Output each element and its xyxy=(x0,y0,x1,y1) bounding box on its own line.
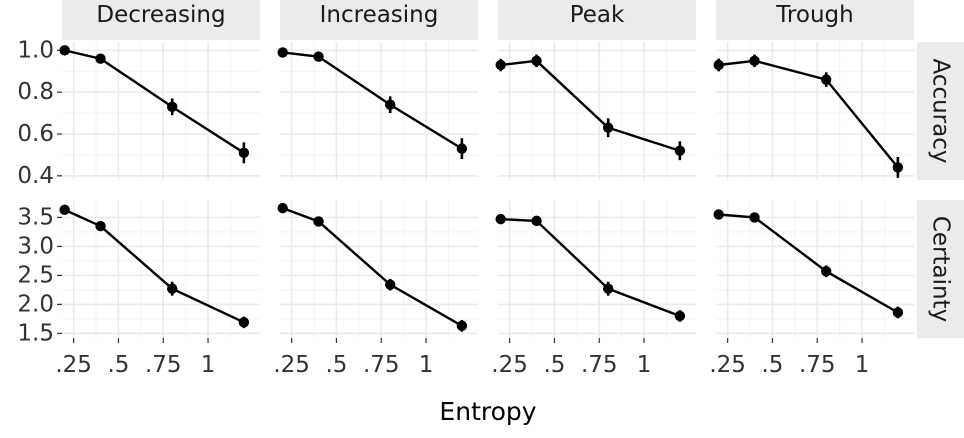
column-strip-bg xyxy=(716,0,914,40)
data-point xyxy=(713,209,724,220)
column-strip: Peak xyxy=(498,0,696,40)
y-tick-label: 1.0 xyxy=(17,37,54,63)
data-point xyxy=(95,53,106,64)
x-tick-label: 1 xyxy=(419,352,434,378)
x-tick-label: .25 xyxy=(709,352,746,378)
column-strip: Increasing xyxy=(280,0,478,40)
data-point xyxy=(749,55,760,67)
column-strip-bg xyxy=(498,0,696,40)
x-tick-label: 1 xyxy=(201,352,216,378)
data-point xyxy=(238,147,250,159)
x-tick-label: .5 xyxy=(325,352,347,378)
data-point xyxy=(749,212,760,223)
series-line xyxy=(718,59,899,169)
row-strip-bg xyxy=(917,200,964,338)
series-line xyxy=(500,217,681,318)
y-tick-label: 2.5 xyxy=(17,262,54,288)
panel xyxy=(277,200,478,338)
column-strip-label: Trough xyxy=(775,2,853,28)
data-point xyxy=(277,202,288,214)
data-point xyxy=(277,47,288,58)
data-point xyxy=(166,101,178,113)
data-point xyxy=(602,283,614,294)
panel xyxy=(277,42,478,180)
row-strip-label: Accuracy xyxy=(928,58,954,163)
row-strip-label: Certainty xyxy=(928,216,954,322)
data-point xyxy=(674,310,686,322)
data-point xyxy=(238,317,250,328)
data-point xyxy=(531,215,542,227)
data-point xyxy=(820,266,832,277)
x-tick-label: .5 xyxy=(543,352,565,378)
panel xyxy=(59,42,260,180)
panel xyxy=(59,200,260,338)
row-strip: Certainty xyxy=(917,200,964,338)
column-strip: Trough xyxy=(716,0,914,40)
column-strip-label: Decreasing xyxy=(96,2,225,28)
data-point xyxy=(384,279,396,290)
data-point xyxy=(166,283,178,294)
x-axis-title: Entropy xyxy=(439,397,536,426)
x-tick-label: .25 xyxy=(55,352,92,378)
y-tick-label: 0.6 xyxy=(17,121,54,147)
panel-background xyxy=(62,42,260,180)
series-line xyxy=(718,213,899,314)
panel xyxy=(713,200,914,338)
data-point xyxy=(456,320,468,332)
data-point xyxy=(384,99,396,110)
series-line xyxy=(282,51,463,150)
x-tick-label: .25 xyxy=(491,352,528,378)
data-point xyxy=(713,59,724,71)
series-line xyxy=(500,59,681,152)
x-tick-label: .75 xyxy=(145,352,182,378)
panel xyxy=(495,200,696,338)
series-line xyxy=(64,49,245,154)
panel xyxy=(495,42,696,180)
column-strip-label: Peak xyxy=(570,2,625,28)
data-point xyxy=(602,122,614,133)
data-point xyxy=(674,145,686,156)
panel-background xyxy=(280,42,478,180)
x-tick-label: .5 xyxy=(107,352,129,378)
x-tick-label: 1 xyxy=(637,352,652,378)
panel-background xyxy=(498,200,696,338)
column-strip: Decreasing xyxy=(62,0,260,40)
series-line xyxy=(282,206,463,327)
data-point xyxy=(95,220,106,232)
column-strip-bg xyxy=(62,0,260,40)
y-tick-label: 0.4 xyxy=(17,163,54,189)
y-tick-label: 0.8 xyxy=(17,79,54,105)
y-tick-label: 2.0 xyxy=(17,291,54,317)
x-tick-label: .25 xyxy=(273,352,310,378)
x-tick-label: .75 xyxy=(581,352,618,378)
x-tick-label: .75 xyxy=(799,352,836,378)
data-point xyxy=(495,59,506,71)
row-strip-bg xyxy=(917,42,964,180)
x-tick-label: .5 xyxy=(761,352,783,378)
panel-background xyxy=(498,42,696,180)
panel-background xyxy=(716,200,914,338)
data-point xyxy=(531,55,542,67)
row-strip: Accuracy xyxy=(917,42,964,180)
data-point xyxy=(313,216,324,227)
data-point xyxy=(456,143,468,154)
data-point xyxy=(820,74,832,85)
panel-background xyxy=(716,42,914,180)
data-point xyxy=(892,162,904,173)
x-tick-label: .75 xyxy=(363,352,400,378)
y-tick-label: 3.0 xyxy=(17,233,54,259)
x-tick-label: 1 xyxy=(855,352,870,378)
data-point xyxy=(59,45,70,56)
data-point xyxy=(892,307,904,318)
panel xyxy=(713,42,914,180)
data-point xyxy=(495,213,506,225)
column-strip-bg xyxy=(280,0,478,40)
series-line xyxy=(64,208,245,324)
column-strip-label: Increasing xyxy=(320,2,439,28)
data-point xyxy=(313,51,324,62)
y-tick-label: 1.5 xyxy=(17,320,54,346)
y-tick-label: 3.5 xyxy=(17,204,54,230)
data-point xyxy=(59,204,70,216)
